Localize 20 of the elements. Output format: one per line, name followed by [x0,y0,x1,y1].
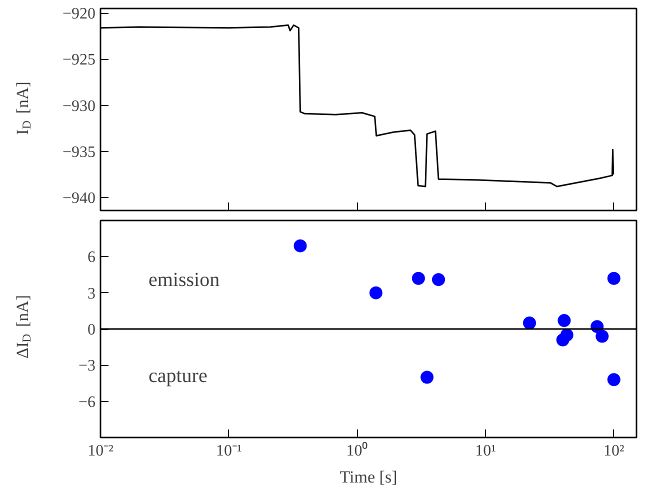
x-tick-label: 10⁻² [88,442,114,460]
x-axis-title: Time [s] [340,468,398,486]
y-tick-label: −940 [62,190,96,208]
x-tick-label: 10⁰ [346,442,368,460]
annotation: capture [148,365,208,388]
y-tick-label: −6 [78,394,96,411]
y-tick-label: −935 [62,144,96,161]
y-tick-label: −920 [62,6,96,23]
y-tick-label: −930 [62,98,96,115]
x-tick-label: 10² [604,442,624,460]
y-tick-label: 3 [88,285,96,302]
annotation: emission [148,268,220,291]
x-tick-label: 10¹ [475,442,496,460]
y-tick-label: 0 [88,322,96,338]
y-tick-label: −3 [78,358,96,375]
y-tick-label: 6 [88,249,96,266]
y-axis-title: ΔID [nA] [13,294,34,359]
y-axis-title: ID [nA] [13,82,34,135]
y-tick-label: −925 [62,52,96,69]
x-tick-label: 10⁻¹ [216,442,242,460]
